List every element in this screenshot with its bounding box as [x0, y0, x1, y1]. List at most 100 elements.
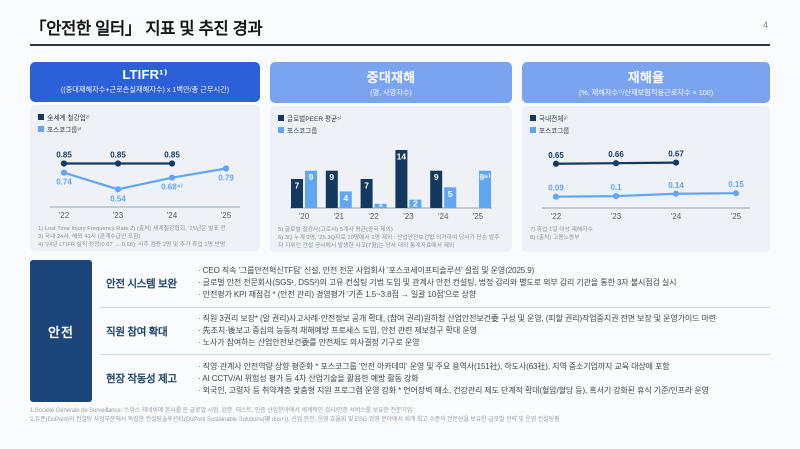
- bar: [444, 187, 457, 208]
- table-rows: 안전 시스템 보완 · CEO 직속 '그룹안전혁신TF팀' 신설, 안전 전문 …: [100, 260, 770, 402]
- chart-footnote-line: 7) 휴업 1일 이상 재해자수: [530, 227, 593, 233]
- line-chart: '22 '23 '24 '25 0.85 0.85 0.85 0.74 0.54 0.68⁴⁾ 0.…: [50, 151, 240, 220]
- data-label: 0.67: [668, 150, 684, 159]
- chart-footnote-line: 1) Lost Time Injury Frequency Rate 2) (출…: [38, 226, 226, 232]
- chart-footnote-line: 5) 글로벌 철강사(고로사) 5개사 평균(중국 제외): [278, 227, 393, 233]
- chart-footnotes: 7) 휴업 1일 이상 재해자수 8) (출처) 고용노동부: [530, 226, 762, 242]
- bar-label: 9: [434, 172, 439, 182]
- bar: [409, 199, 422, 208]
- data-label: 0.54: [110, 194, 126, 203]
- chart-legend: 국내전체⁸⁾ 포스코그룹: [530, 113, 762, 135]
- data-point: [60, 169, 68, 176]
- legend-label: 全세계 철강업²⁾: [47, 115, 90, 122]
- bar-label: 9⁶⁾: [479, 172, 490, 182]
- x-tick-label: '25: [221, 211, 232, 220]
- bar: [360, 179, 373, 208]
- legend-label: 국내전체⁸⁾: [539, 116, 568, 123]
- table-row-title: 직원 참여 확대: [106, 325, 168, 338]
- legend-swatch-icon: [530, 127, 536, 133]
- bullet-item: · 글로벌 안전 전문회사(SGS¹, DSS²)의 고유 컨설팅 기법 도입 …: [198, 278, 677, 288]
- table-row-bullets: · 직영·관계사 안전역량 상향 평준화 * 포스코그룹 '안전 아카데미' 운…: [198, 361, 770, 397]
- data-point: [672, 190, 680, 197]
- bullet-item: · 직원 3권리 보장* (알 권리)사고사례·안전정보 공개 확대, (참여 …: [198, 314, 717, 323]
- data-label: 0.74: [56, 178, 72, 187]
- data-point: [672, 159, 680, 166]
- x-tick-label: '23: [403, 212, 414, 221]
- data-label: 0.79: [218, 174, 234, 183]
- bar: [325, 170, 338, 208]
- bar-label: 1: [378, 199, 383, 209]
- table-category-label: 안전: [30, 260, 92, 402]
- data-label: 0.1: [610, 183, 622, 192]
- legend-swatch-icon: [278, 115, 284, 121]
- line-chart: '22 '23 '24 '25 0.65 0.66 0.67 0.09 0.1 0.14 0.15: [542, 150, 750, 221]
- chart-card-2: 중대재해 (명, 사망자수) 글로벌PEER 평균⁵⁾ 포스코그룹 '20 '21 '22 '…: [270, 62, 512, 252]
- bar-label: 14: [397, 152, 407, 162]
- data-point: [222, 165, 230, 172]
- chart-subtitle: ((중대재해자수+근로손실재해자수) x 1백만/총 근무시간): [60, 85, 230, 94]
- data-point: [612, 193, 620, 200]
- legend-label: 글로벌PEER 평균⁵⁾: [287, 116, 342, 123]
- data-label: 0.09: [548, 184, 564, 193]
- x-tick-label: '20: [299, 212, 310, 221]
- bullet-item: · CEO 직속 '그룹안전혁신TF팀' 신설, 안전 전문 사업회사 '포스코…: [198, 266, 535, 276]
- table-row-bullets: · CEO 직속 '그룹안전혁신TF팀' 신설, 안전 전문 사업회사 '포스코…: [198, 265, 770, 301]
- bar-label: 7: [295, 181, 300, 191]
- bar-label: 9: [329, 172, 334, 182]
- line-series: [555, 192, 737, 198]
- bar: [395, 150, 408, 208]
- bullet-item: · 안전평가 KPI 재점검 * (안전 관리) 경영평가 '기존 1.5~3.…: [198, 290, 477, 300]
- data-point: [60, 160, 68, 167]
- x-tick-label: '22: [551, 212, 562, 221]
- chart-subtitle: (명, 사망자수): [370, 88, 412, 97]
- chart-card-header: LTIFR¹⁾ ((중대재해자수+근로손실재해자수) x 1백만/총 근무시간): [30, 62, 260, 102]
- x-tick-label: '22: [368, 212, 379, 221]
- legend-item: 포스코그룹³⁾: [38, 124, 252, 134]
- legend-item: 국내전체⁸⁾: [530, 113, 762, 123]
- chart-footnotes: 1) Lost Time Injury Frequency Rate 2) (출…: [38, 225, 252, 249]
- table-row-title: 현장 작동성 제고: [106, 373, 177, 386]
- data-point: [612, 160, 620, 167]
- chart-title: 재해율: [627, 70, 665, 85]
- data-point: [552, 160, 560, 167]
- chart-legend: 글로벌PEER 평균⁵⁾ 포스코그룹: [278, 113, 504, 135]
- data-point: [168, 174, 176, 181]
- chart-footnote-line: 4) '24년 LTIFR 실적 정정(0.67 → 0.68): 사후 검증 …: [38, 242, 226, 249]
- chart-title: 중대재해: [366, 70, 416, 85]
- page-title: 「안전한 일터」 지표 및 추진 경과: [30, 20, 263, 38]
- chart-card-3: 재해율 (%, 재해자수⁷⁾/산재보험적용근로자수 × 100) 국내전체⁸⁾ 포스코…: [522, 62, 770, 252]
- x-tick-label: '24: [167, 211, 178, 220]
- bar-label: 4: [343, 193, 348, 203]
- chart-footnotes: 5) 글로벌 철강사(고로사) 5개사 평균(중국 제외) 6) 3Q 누계 9명…: [278, 226, 504, 250]
- bar: [479, 170, 491, 208]
- table-row-2: 직원 참여 확대 · 직원 3권리 보장* (알 권리)사고사례·안전정보 공개 …: [100, 306, 770, 355]
- table-footnote-line: 1.Société Générale de Surveillance: 스위스 …: [30, 408, 413, 414]
- x-tick-label: '25: [731, 212, 742, 221]
- legend-swatch-icon: [278, 127, 284, 133]
- table-row-bullets: · 직원 3권리 보장* (알 권리)사고사례·안전정보 공개 확대, (참여 …: [198, 313, 770, 349]
- data-label: 0.15: [728, 180, 744, 189]
- charts-row: LTIFR¹⁾ ((중대재해자수+근로손실재해자수) x 1백만/총 근무시간) 全…: [30, 62, 770, 252]
- chart-subtitle: (%, 재해자수⁷⁾/산재보험적용근로자수 × 100): [578, 88, 714, 97]
- legend-item: 글로벌PEER 평균⁵⁾: [278, 113, 504, 123]
- x-tick-label: '23: [113, 211, 124, 220]
- bar: [374, 203, 387, 208]
- chart-footnote-line: 3) 국내 24사, 해외 41사 (관계수급인 포함): [38, 234, 141, 241]
- chart-body: 국내전체⁸⁾ 포스코그룹 '22 '23 '24 '25 0.65 0.66 0.67 0.09 0…: [522, 106, 770, 252]
- safety-table: 안전 안전 시스템 보완 · CEO 직속 '그룹안전혁신TF팀' 신설, 안전 …: [30, 260, 770, 402]
- page-number: 4: [762, 20, 768, 30]
- chart-card-header: 재해율 (%, 재해자수⁷⁾/산재보험적용근로자수 × 100): [522, 62, 770, 103]
- legend-item: 全세계 철강업²⁾: [38, 112, 252, 122]
- data-point: [114, 160, 122, 167]
- bar: [291, 179, 303, 208]
- chart-footnote-line: 6) 3Q 누계 9명, '25.3Q자료 10명에서 1명 제외 : 산업안전…: [278, 235, 500, 250]
- data-point: [114, 186, 122, 193]
- bar-label: 9: [309, 172, 314, 182]
- bar: [430, 170, 443, 208]
- title-underline: [30, 44, 770, 46]
- chart-footnote-line: 8) (출처) 고용노동부: [530, 235, 580, 242]
- chart-card-1: LTIFR¹⁾ ((중대재해자수+근로손실재해자수) x 1백만/총 근무시간) 全…: [30, 62, 260, 252]
- table-row-title: 안전 시스템 보완: [106, 277, 177, 290]
- line-series: [63, 167, 227, 191]
